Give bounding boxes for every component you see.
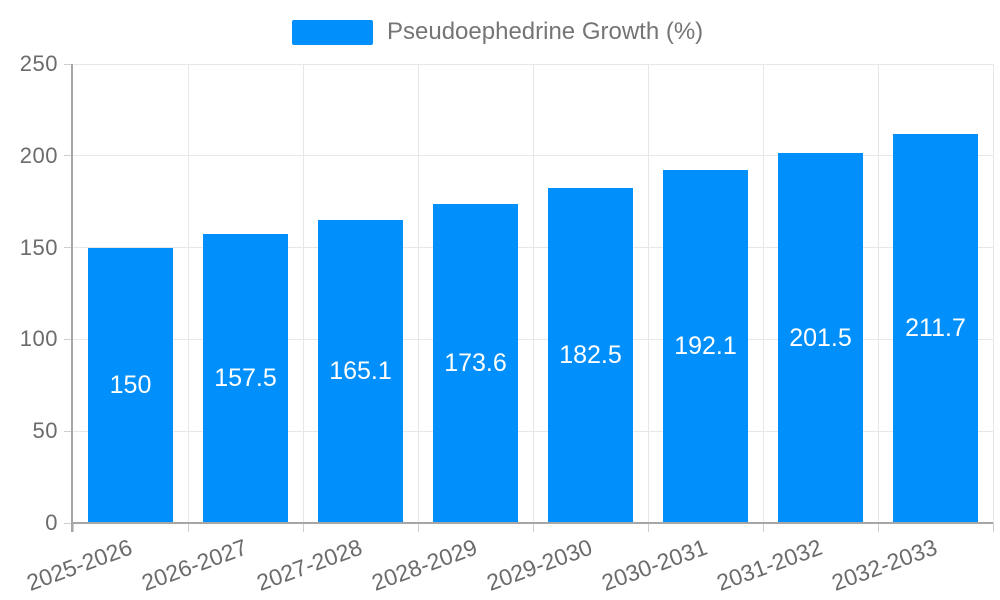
y-axis-tick <box>64 247 73 249</box>
x-axis-tick <box>877 523 879 532</box>
y-axis-tick <box>64 430 73 432</box>
legend-label: Pseudoephedrine Growth (%) <box>387 18 704 45</box>
bar-value-label: 165.1 <box>329 356 392 385</box>
x-axis-label: 2027-2028 <box>252 533 365 596</box>
y-axis-label: 100 <box>19 326 58 352</box>
bar-2030-2031[interactable]: 192.1 <box>663 170 748 523</box>
x-gridline <box>417 64 419 523</box>
bar-value-label: 192.1 <box>674 332 737 361</box>
x-gridline <box>532 64 534 523</box>
y-axis-tick <box>64 155 73 157</box>
x-axis-label: 2026-2027 <box>137 533 250 596</box>
x-axis-tick <box>532 523 534 532</box>
bar-value-label: 157.5 <box>214 363 277 392</box>
bar-value-label: 201.5 <box>789 323 852 352</box>
bar-value-label: 173.6 <box>444 349 507 378</box>
y-axis-tick <box>64 63 73 65</box>
x-gridline <box>992 64 994 523</box>
x-gridline <box>302 64 304 523</box>
x-axis-label: 2031-2032 <box>712 533 825 596</box>
bar-2025-2026[interactable]: 150 <box>88 247 173 523</box>
bar-2028-2029[interactable]: 173.6 <box>433 204 518 523</box>
x-axis-label: 2028-2029 <box>367 533 480 596</box>
x-axis-label: 2032-2033 <box>827 533 940 596</box>
x-axis-tick <box>187 523 189 532</box>
bar-2032-2033[interactable]: 211.7 <box>893 134 978 523</box>
bar-2026-2027[interactable]: 157.5 <box>203 233 288 523</box>
bar-value-label: 211.7 <box>905 314 966 343</box>
x-axis-label: 2030-2031 <box>597 533 710 596</box>
y-axis-label: 250 <box>19 51 58 76</box>
bar-value-label: 182.5 <box>559 340 622 369</box>
y-axis-label: 150 <box>19 234 58 260</box>
y-axis-label: 0 <box>45 510 58 535</box>
legend-marker-icon <box>292 19 373 45</box>
y-axis-label: 50 <box>32 418 58 444</box>
x-axis-label: 2029-2030 <box>482 533 595 596</box>
x-axis-label: 2025-2026 <box>22 533 135 596</box>
x-axis-line <box>73 522 993 524</box>
y-axis-line <box>71 64 73 532</box>
x-axis-tick <box>647 523 649 532</box>
y-axis-tick <box>64 338 73 340</box>
x-gridline <box>877 64 879 523</box>
x-gridline <box>187 64 189 523</box>
bar-value-label: 150 <box>109 370 152 399</box>
y-axis-label: 200 <box>19 142 58 168</box>
x-axis-tick <box>417 523 419 532</box>
bar-2031-2032[interactable]: 201.5 <box>778 153 863 523</box>
x-axis-tick <box>72 523 74 532</box>
legend[interactable]: Pseudoephedrine Growth (%) <box>292 18 703 46</box>
bar-2027-2028[interactable]: 165.1 <box>318 219 403 523</box>
x-axis-tick <box>992 523 994 532</box>
y-axis-tick <box>64 522 73 524</box>
x-gridline <box>762 64 764 523</box>
x-axis-tick <box>302 523 304 532</box>
x-axis-tick <box>762 523 764 532</box>
x-gridline <box>647 64 649 523</box>
bar-2029-2030[interactable]: 182.5 <box>548 187 633 523</box>
